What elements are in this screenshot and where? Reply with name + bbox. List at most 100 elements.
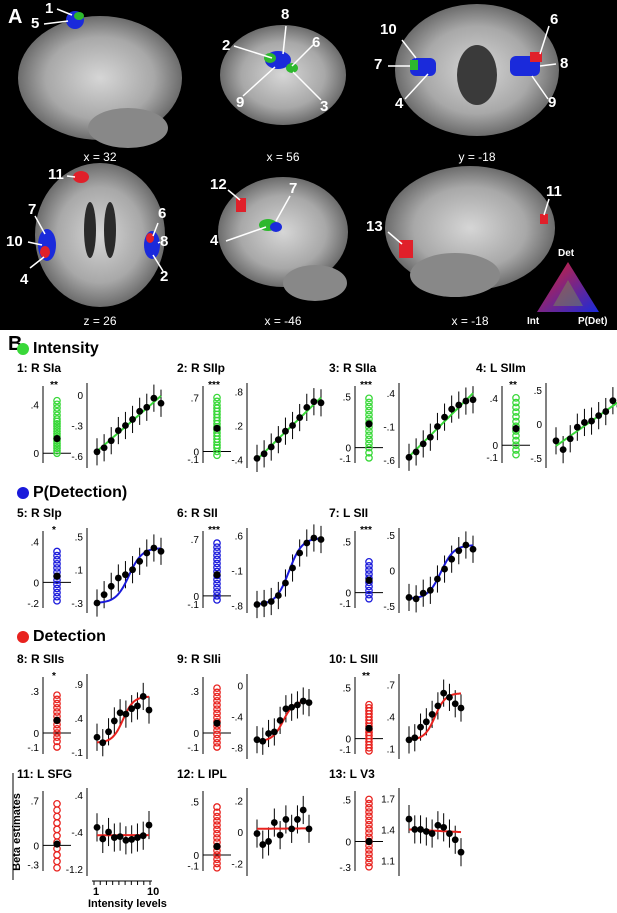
data-point: [150, 394, 158, 402]
data-point: [282, 427, 289, 435]
right-tick-label: .6: [235, 532, 244, 543]
triangle-label-pdet: P(Det): [578, 316, 608, 327]
section-title: Intensity: [33, 340, 99, 357]
data-point: [422, 718, 430, 726]
subject-point: [213, 855, 221, 864]
subject-point: [213, 587, 221, 596]
mean-point: [53, 716, 61, 725]
fit-curve: [409, 692, 461, 741]
fit-curve: [96, 395, 162, 453]
subject-point: [53, 737, 61, 746]
fit-curve: [96, 547, 162, 604]
data-point: [143, 403, 151, 411]
section-title: P(Detection): [33, 484, 128, 501]
data-point: [282, 579, 289, 587]
subject-point: [365, 398, 373, 407]
data-point: [267, 443, 275, 451]
subject-point: [365, 454, 373, 462]
left-tick-label: -.3: [339, 863, 351, 874]
right-tick-label: -.3: [71, 599, 83, 610]
region-label: 6: [550, 11, 559, 28]
slice-caption: x = 32: [83, 150, 117, 164]
ylabel-beta-estimates: Beta estimates: [10, 793, 23, 871]
mean-point: [365, 576, 373, 584]
region-label: 7: [289, 180, 298, 197]
subject-point: [53, 851, 61, 859]
left-tick-label: .5: [343, 392, 352, 403]
subject-point: [213, 696, 221, 705]
detection-dot-icon: [17, 631, 29, 643]
left-tick-label: -.2: [27, 599, 39, 610]
data-point: [457, 704, 465, 712]
left-tick-label: .4: [490, 394, 499, 405]
subject-point: [53, 564, 61, 572]
subject-point: [213, 705, 221, 714]
subject-point: [365, 799, 373, 808]
xtick-max: 10: [147, 886, 160, 898]
region-label: 7: [374, 56, 383, 73]
left-tick-label: -.1: [187, 455, 199, 466]
plot-title: 9: R SIIi: [177, 652, 222, 666]
data-point: [440, 823, 448, 831]
mean-point: [365, 724, 373, 732]
data-point: [434, 575, 441, 583]
data-point: [134, 702, 141, 710]
subject-point: [365, 858, 373, 867]
right-tick-label: -.6: [383, 456, 395, 467]
subject-point: [365, 427, 373, 436]
data-point: [270, 819, 278, 826]
subject-point: [365, 402, 373, 411]
subject-point: [213, 393, 221, 402]
data-point: [559, 446, 567, 454]
data-point: [405, 453, 413, 461]
subject-point: [53, 724, 61, 733]
subject-point: [365, 820, 373, 829]
data-point: [469, 396, 477, 404]
significance-stars: ***: [208, 380, 220, 391]
subject-point: [53, 411, 61, 420]
subject-point: [365, 854, 373, 863]
data-point: [282, 705, 290, 713]
subject-point: [365, 862, 373, 871]
subject-point: [213, 559, 221, 568]
subject-point: [213, 555, 221, 564]
right-tick-label: -.1: [231, 567, 243, 578]
data-point: [253, 454, 261, 462]
panel-label-a: A: [8, 6, 23, 28]
left-tick-label: .7: [191, 394, 200, 405]
right-tick-label: 0: [536, 420, 542, 431]
data-point: [303, 403, 311, 411]
subject-point: [53, 699, 61, 708]
significance-stars: *: [52, 525, 56, 536]
subject-point: [53, 396, 61, 405]
right-tick-label: .9: [75, 680, 84, 691]
data-point: [296, 549, 304, 557]
data-point: [552, 437, 560, 445]
data-point: [282, 816, 290, 823]
subject-point: [53, 444, 61, 453]
subject-point: [53, 442, 61, 450]
brain-slices-svg: [18, 4, 599, 312]
left-tick-label: -.1: [486, 453, 498, 464]
fit-curve: [96, 695, 150, 744]
plot-title: 5: R SIp: [17, 506, 62, 520]
data-point: [265, 730, 272, 737]
data-point: [129, 416, 136, 423]
mean-point: [53, 434, 61, 443]
subject-point: [365, 562, 373, 570]
data-point: [310, 398, 318, 406]
left-tick-label: .3: [191, 687, 200, 698]
plot-title: 12: L IPL: [177, 767, 227, 781]
left-tick-label: -.1: [339, 454, 351, 465]
data-point: [462, 541, 470, 549]
subject-point: [53, 427, 61, 436]
data-point: [100, 591, 108, 599]
left-tick-label: 0: [33, 578, 39, 589]
slice-caption: y = -18: [458, 150, 496, 164]
data-point: [581, 419, 588, 426]
data-point: [143, 549, 151, 557]
data-point: [411, 734, 419, 742]
region-label: 2: [160, 268, 169, 285]
left-tick-label: -.1: [187, 743, 199, 754]
subject-point: [512, 398, 520, 407]
